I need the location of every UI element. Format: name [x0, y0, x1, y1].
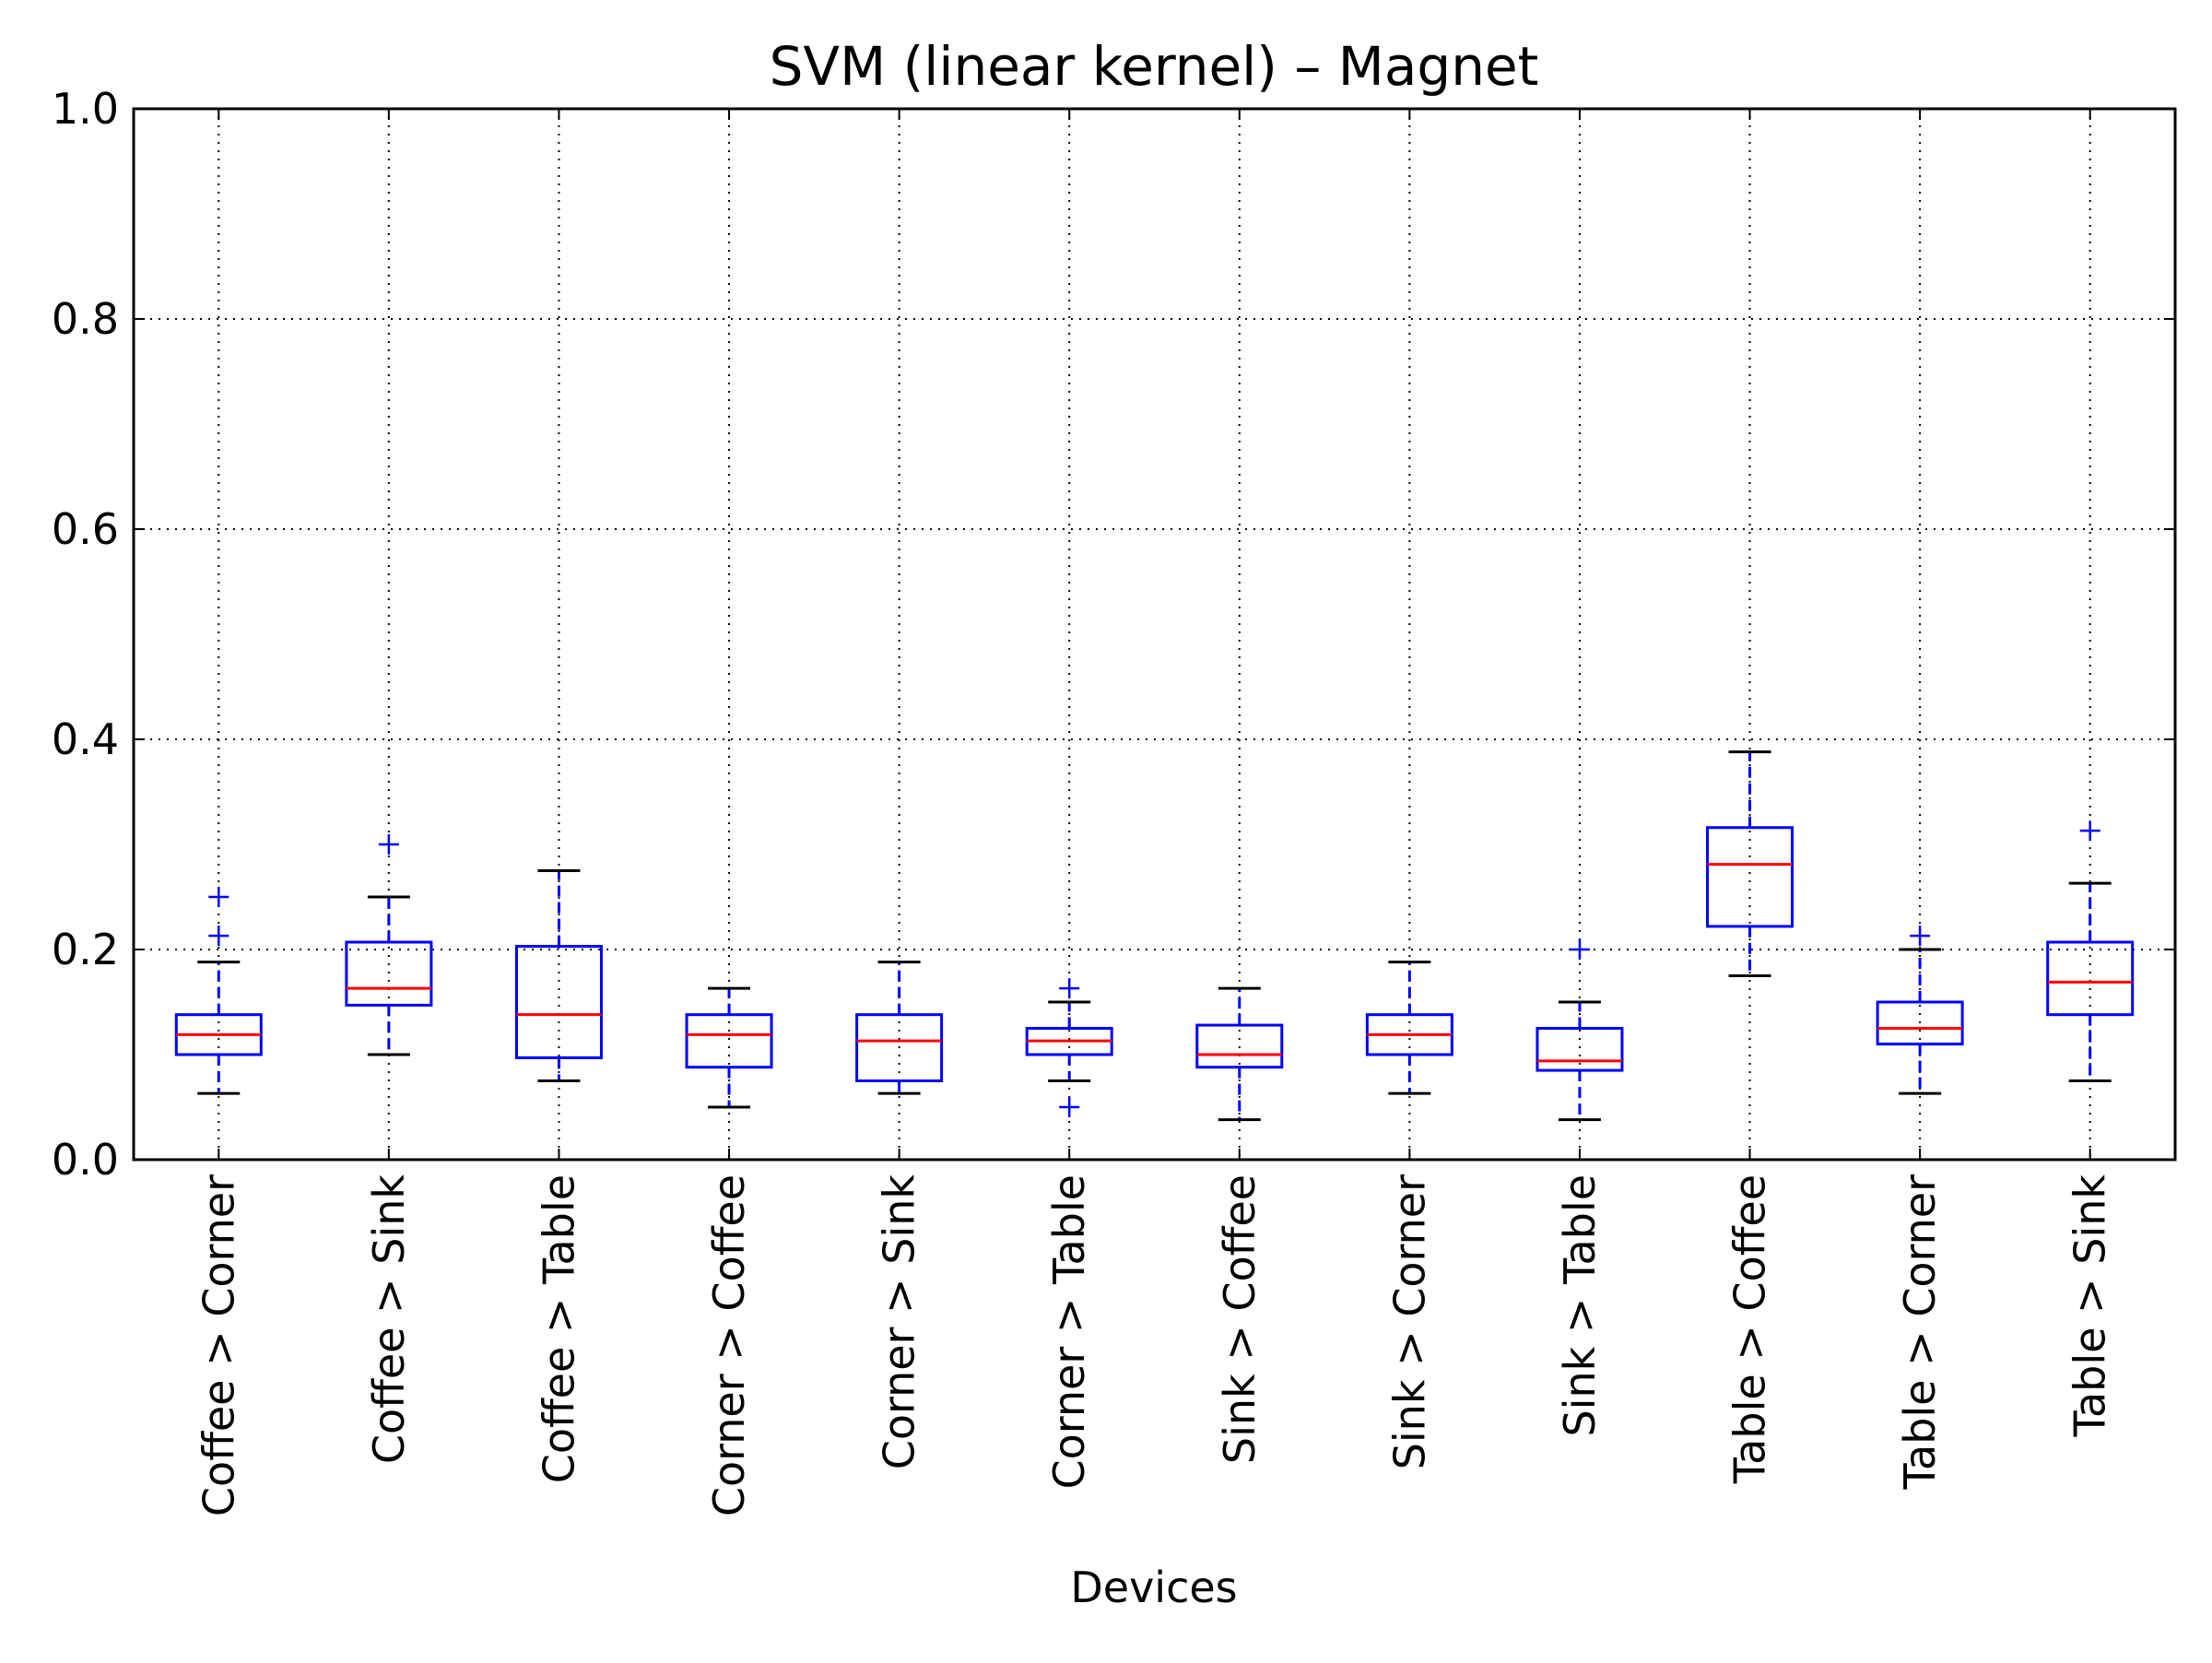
x-tick-label: Corner > Coffee — [704, 1174, 754, 1516]
x-tick-label: Sink > Coffee — [1215, 1174, 1265, 1464]
x-axis-title: Devices — [1070, 1563, 1237, 1612]
iqr-box — [1706, 826, 1794, 928]
iqr-box — [345, 940, 433, 1007]
outlier-point — [1910, 926, 1931, 947]
box-plot-item — [1876, 926, 1964, 1095]
x-tick-label: Sink > Corner — [1384, 1174, 1434, 1469]
box-plot-item — [1535, 939, 1624, 1122]
outlier-point — [1059, 978, 1080, 999]
outlier-point — [1569, 939, 1590, 960]
outlier-point — [1059, 1097, 1080, 1117]
box-plot-item — [1365, 961, 1453, 1095]
y-axis-tick-labels: 0.0 0.2 0.4 0.6 0.8 1.0 — [52, 84, 119, 1185]
x-tick-label: Coffee > Corner — [194, 1174, 243, 1516]
x-tick-label: Corner > Sink — [875, 1174, 924, 1470]
y-tick-label: 0.0 — [52, 1135, 119, 1185]
iqr-box — [1876, 1000, 1964, 1046]
axis-ticks — [134, 108, 2175, 1161]
box-plot-item — [685, 986, 773, 1109]
box-plot-item — [174, 887, 263, 1095]
box-plot-item — [2046, 820, 2135, 1082]
box-plot-item — [1195, 986, 1284, 1122]
plot-frame — [132, 107, 2177, 1162]
box-plot-item — [345, 834, 433, 1056]
grid-lines — [134, 109, 2175, 1160]
box-series — [174, 750, 2135, 1122]
x-tick-label: Coffee > Sink — [364, 1174, 414, 1464]
iqr-box — [855, 1013, 944, 1083]
box-plot-item — [1025, 978, 1113, 1117]
y-tick-label: 0.2 — [52, 925, 119, 974]
box-plot-item — [514, 869, 603, 1082]
iqr-box — [1535, 1027, 1624, 1072]
x-tick-label: Sink > Table — [1555, 1174, 1605, 1437]
chart-title: SVM (linear kernel) – Magnet — [770, 35, 1539, 98]
x-tick-label: Coffee > Table — [534, 1174, 583, 1483]
iqr-box — [514, 945, 603, 1059]
box-plot-item — [1706, 750, 1794, 977]
outlier-point — [208, 926, 229, 947]
iqr-box — [2046, 940, 2135, 1017]
y-tick-label: 0.4 — [52, 714, 119, 764]
x-tick-label: Corner > Table — [1044, 1174, 1094, 1489]
x-tick-label: Table > Coffee — [1725, 1174, 1775, 1484]
x-tick-label: Table > Sink — [2065, 1174, 2115, 1438]
iqr-box — [685, 1013, 773, 1069]
y-tick-label: 0.6 — [52, 504, 119, 554]
outlier-point — [2079, 820, 2100, 842]
box-plot-item — [855, 961, 944, 1095]
outlier-point — [208, 887, 229, 907]
y-tick-label: 1.0 — [52, 84, 119, 134]
x-tick-label: Table > Corner — [1895, 1174, 1945, 1491]
y-tick-label: 0.8 — [52, 294, 119, 344]
outlier-point — [378, 834, 399, 855]
x-axis-tick-labels: Coffee > Corner Coffee > Sink Coffee > Tab… — [194, 1174, 2114, 1516]
iqr-box — [1195, 1023, 1284, 1069]
